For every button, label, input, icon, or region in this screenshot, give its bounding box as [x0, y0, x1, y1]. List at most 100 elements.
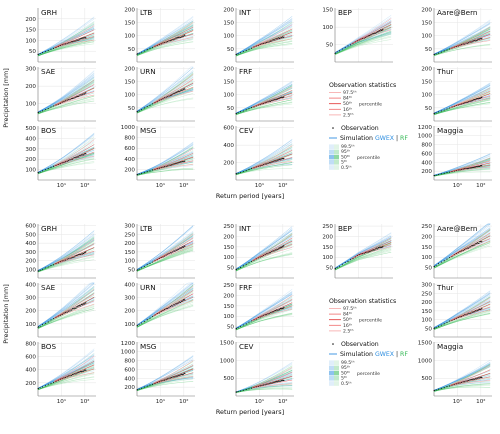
gwex-ensemble-line	[37, 289, 95, 327]
observation-point	[138, 268, 140, 270]
observation-point	[462, 315, 464, 317]
gwex-ensemble-line	[136, 156, 194, 175]
gwex-ensemble-line	[235, 18, 293, 55]
legend-rf-band	[334, 365, 339, 371]
rf-ensemble-line	[136, 365, 194, 391]
observation-point	[70, 309, 72, 311]
rf-ensemble-line	[136, 300, 194, 328]
gwex-ensemble-line	[136, 356, 194, 390]
observation-point	[282, 307, 284, 309]
observation-point	[73, 256, 75, 258]
gwex-ensemble-line	[235, 362, 293, 392]
gwex-ensemble-line	[334, 237, 392, 269]
gwex-ensemble-line	[37, 154, 95, 173]
observation-point	[171, 305, 173, 307]
y-tick-label: 50	[227, 47, 235, 53]
observation-point	[476, 98, 478, 100]
panel-title: SAE	[41, 283, 56, 292]
observation-point	[69, 257, 71, 259]
gwex-ensemble-line	[433, 159, 491, 176]
observation-percentile-line	[54, 29, 95, 48]
observation-point	[235, 53, 238, 55]
y-tick-label: 50	[227, 266, 235, 272]
y-tick-label: 200	[223, 293, 234, 299]
gwex-ensemble-line	[136, 71, 194, 112]
observation-point	[72, 308, 74, 310]
gwex-ensemble-line	[433, 153, 491, 176]
observation-point	[443, 387, 445, 389]
y-tick-label: 400	[421, 160, 432, 166]
observation-point	[41, 268, 44, 270]
observation-point	[172, 38, 174, 40]
legend-percentile-label: percentile	[359, 102, 382, 108]
observation-point	[63, 377, 65, 379]
gwex-ensemble-line	[37, 18, 95, 55]
observation-point	[173, 163, 175, 165]
gwex-ensemble-line	[37, 287, 95, 327]
observation-point	[278, 380, 280, 382]
observation-point	[475, 166, 477, 168]
observation-percentile-line	[54, 25, 95, 48]
rf-ensemble-line	[37, 353, 95, 390]
legend-rf-band	[334, 381, 339, 386]
rf-ensemble-line	[433, 28, 491, 56]
observation-point	[66, 376, 68, 378]
observation-point	[239, 325, 242, 327]
observation-point	[173, 39, 175, 41]
observation-point	[352, 258, 354, 260]
gwex-ensemble-line	[37, 73, 95, 113]
gwex-ensemble-line	[235, 83, 293, 114]
gwex-ensemble-line	[136, 25, 194, 55]
panel-title: Maggia	[437, 342, 463, 351]
observation-point	[263, 384, 265, 386]
observation-point	[169, 95, 171, 97]
gwex-ensemble-line	[433, 29, 491, 55]
observation-point	[253, 106, 255, 108]
observation-point	[275, 160, 277, 162]
y-tick-label: 600	[25, 224, 36, 230]
panel-title: Aare@Bern	[437, 8, 477, 17]
observation-point	[443, 260, 445, 262]
observation-point	[267, 162, 269, 165]
gwex-ensemble-line	[235, 139, 293, 174]
observation-point	[245, 323, 247, 325]
rf-ensemble-line	[136, 305, 194, 328]
observation-point	[55, 263, 57, 265]
observation-percentile-line	[153, 73, 194, 103]
observation-point	[471, 245, 473, 247]
rf-ensemble-line	[334, 246, 392, 271]
gwex-ensemble-line	[433, 90, 491, 114]
observation-percentile-line	[54, 300, 95, 319]
observation-point	[443, 323, 445, 325]
observation-point	[50, 106, 52, 108]
observation-point	[264, 384, 266, 386]
rf-ensemble-line	[136, 249, 194, 272]
observation-point	[168, 307, 170, 309]
gwex-ensemble-line	[235, 23, 293, 55]
observation-point	[162, 380, 164, 382]
observation-point	[257, 257, 259, 259]
rf-ensemble-line	[37, 371, 95, 390]
observation-point	[455, 383, 457, 385]
observation-point	[251, 260, 253, 262]
gwex-ensemble-line	[136, 369, 194, 390]
gwex-ensemble-line	[136, 225, 194, 270]
rf-ensemble-line	[433, 245, 491, 269]
y-tick-label: 150	[421, 309, 432, 315]
observation-point	[433, 389, 436, 391]
observation-point	[83, 93, 86, 95]
observation-point	[156, 312, 158, 315]
observation-percentile-line	[351, 29, 392, 45]
gwex-ensemble-line	[37, 16, 95, 55]
observation-point	[68, 257, 70, 259]
observation-point	[459, 44, 461, 46]
observation-point	[334, 52, 337, 54]
x-tick-label: 10²	[476, 398, 485, 405]
observation-point	[462, 381, 464, 383]
gwex-ensemble-line	[37, 157, 95, 173]
y-tick-label: 50	[425, 106, 433, 112]
observation-point	[261, 164, 263, 167]
